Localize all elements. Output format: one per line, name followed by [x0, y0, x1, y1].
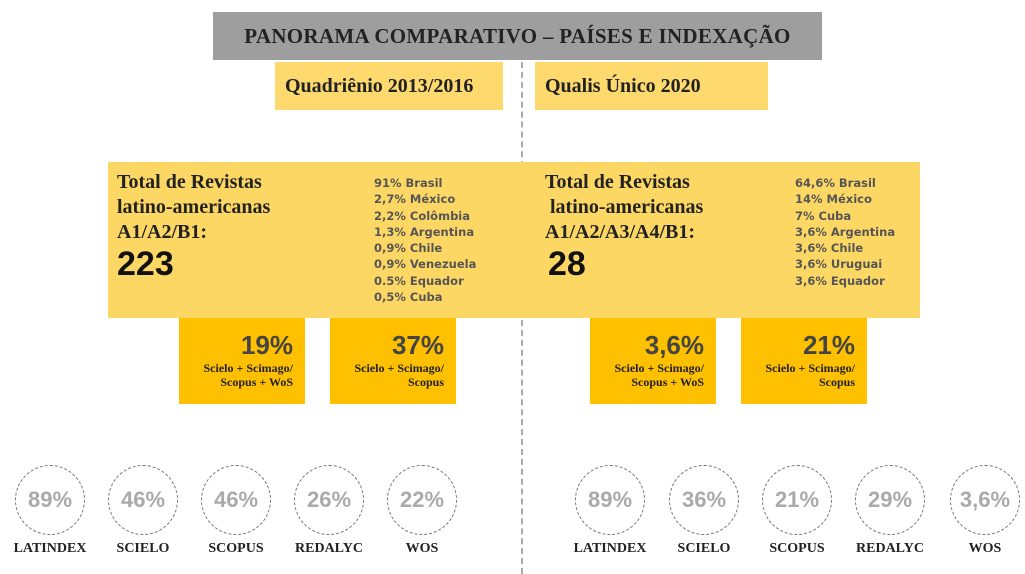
index-circle: 89%: [575, 465, 645, 535]
indexation-box: 21% Scielo + Scimago/Scopus: [741, 318, 867, 404]
total-label: latino-americanas: [117, 196, 271, 218]
index-circle: 22%: [387, 465, 457, 535]
total-value: 223: [117, 245, 174, 283]
index-name: WOS: [968, 541, 1002, 556]
index-name: SCIELO: [677, 541, 731, 556]
country-share: 14% México: [795, 192, 872, 207]
index-circle: 46%: [201, 465, 271, 535]
divider: [521, 62, 523, 574]
total-label: latino-americanas: [545, 196, 704, 218]
index-name: SCOPUS: [208, 541, 264, 556]
box-label: Scopus + WoS: [631, 375, 704, 389]
country-share: 2,7% México: [374, 192, 456, 207]
total-label: A1/A2/A3/A4/B1:: [545, 221, 695, 243]
country-list: 64,6% Brasil 14% México 7% Cuba 3,6% Argent…: [795, 175, 925, 289]
total-value: 28: [548, 245, 586, 283]
title: PANORAMA COMPARATIVO – PAÍSES E INDEXAÇÃ…: [213, 12, 822, 60]
box-value: 37%: [391, 330, 444, 360]
index-circle: 29%: [855, 465, 925, 535]
country-share: 3,6% Argentina: [795, 224, 896, 239]
box-value: 19%: [240, 330, 293, 360]
index-name: LATINDEX: [13, 541, 87, 556]
total-label: Total de Revistas: [117, 171, 262, 193]
index-circle: 89%: [15, 465, 85, 535]
country-share: 2,2% Colômbia: [374, 208, 470, 223]
box-value: 21%: [802, 330, 855, 360]
country-share: 0,9% Venezuela: [374, 257, 477, 272]
country-list: 91% Brasil 2,7% México 2,2% Colômbia 1,3% A…: [374, 175, 504, 305]
total-label: A1/A2/B1:: [117, 221, 207, 243]
country-share: 3,6% Equador: [795, 273, 885, 288]
country-share: 7% Cuba: [795, 208, 852, 223]
country-share: 64,6% Brasil: [795, 176, 876, 190]
total-block: Total de Revistas latino-americanas A1/A2/…: [117, 170, 357, 284]
index-circle: 36%: [669, 465, 739, 535]
index-name: REDALYC: [295, 541, 363, 556]
index-name: WOS: [405, 541, 439, 556]
index-name: SCIELO: [116, 541, 170, 556]
box-label: Scielo + Scimago/: [203, 361, 294, 375]
country-share: 3,6% Uruguai: [795, 257, 883, 272]
total-block: Total de Revistas latino-americanas A1/A2…: [545, 170, 785, 284]
index-circle: 3,6%: [950, 465, 1020, 535]
index-name: REDALYC: [856, 541, 924, 556]
box-label: Scopus + WoS: [220, 375, 293, 389]
country-share: 1,3% Argentina: [374, 224, 475, 239]
indexation-box: 3,6% Scielo + Scimago/Scopus + WoS: [590, 318, 716, 404]
summary-box: [108, 162, 920, 318]
index-name: LATINDEX: [573, 541, 647, 556]
index-circle: 26%: [294, 465, 364, 535]
country-share: 0,5% Cuba: [374, 290, 443, 305]
box-label: Scopus: [818, 375, 855, 389]
box-label: Scielo + Scimago/: [765, 361, 856, 375]
box-label: Scopus: [407, 375, 444, 389]
indexation-box: 37% Scielo + Scimago/Scopus: [330, 318, 456, 404]
box-label: Scielo + Scimago/: [354, 361, 445, 375]
country-share: 3,6% Chile: [795, 241, 864, 256]
indexation-box: 19% Scielo + Scimago/Scopus + WoS: [179, 318, 305, 404]
country-share: 91% Brasil: [374, 176, 443, 190]
index-circle: 46%: [108, 465, 178, 535]
index-circle: 21%: [762, 465, 832, 535]
index-name: SCOPUS: [769, 541, 825, 556]
box-value: 3,6%: [644, 330, 704, 360]
period-label: Quadriênio 2013/2016: [275, 62, 503, 110]
country-share: 0,9% Chile: [374, 241, 443, 256]
country-share: 0.5% Equador: [374, 273, 464, 288]
period-label: Qualis Único 2020: [535, 62, 768, 110]
total-label: Total de Revistas: [545, 171, 690, 193]
box-label: Scielo + Scimago/: [614, 361, 705, 375]
